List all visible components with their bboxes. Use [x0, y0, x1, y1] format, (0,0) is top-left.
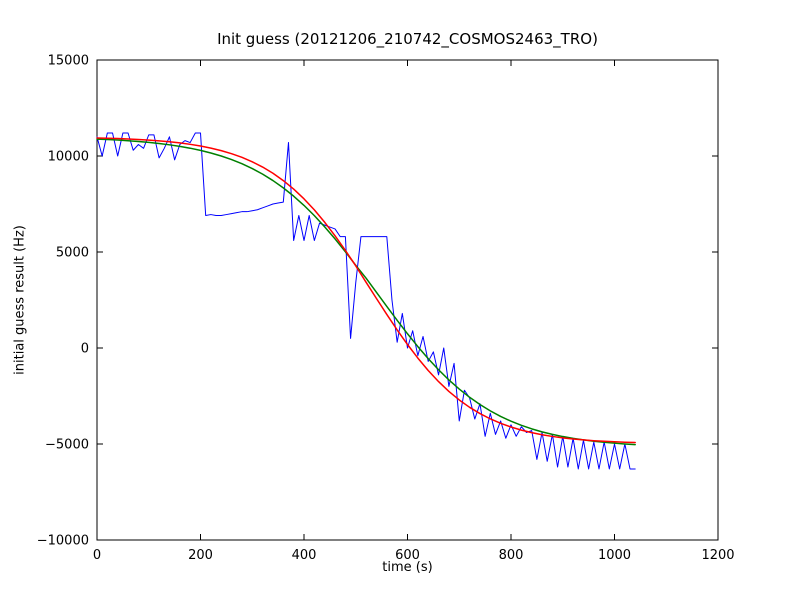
y-tick-label: −5000: [45, 438, 89, 453]
x-axis-label: time (s): [382, 560, 433, 575]
x-tick-label: 800: [499, 548, 524, 563]
series-line-green-smooth-fit: [96, 138, 636, 446]
axes-frame: [96, 59, 719, 541]
series-line-blue-noisy-data: [96, 132, 636, 470]
x-tick-label: 1000: [598, 548, 631, 563]
y-tick-label: 0: [81, 342, 89, 357]
y-tick-label: 10000: [48, 150, 89, 165]
y-tick-label: 5000: [56, 246, 89, 261]
x-tick-label: 1200: [701, 548, 734, 563]
x-tick-label: 600: [395, 548, 420, 563]
y-tick-label: −10000: [37, 534, 89, 549]
x-tick-label: 200: [188, 548, 213, 563]
series-line-red-smooth-fit: [96, 137, 636, 444]
x-tick-label: 0: [93, 548, 101, 563]
chart-title: Init guess (20121206_210742_COSMOS2463_T…: [217, 30, 598, 48]
x-tick-label: 400: [292, 548, 317, 563]
y-tick-label: 15000: [48, 54, 89, 69]
